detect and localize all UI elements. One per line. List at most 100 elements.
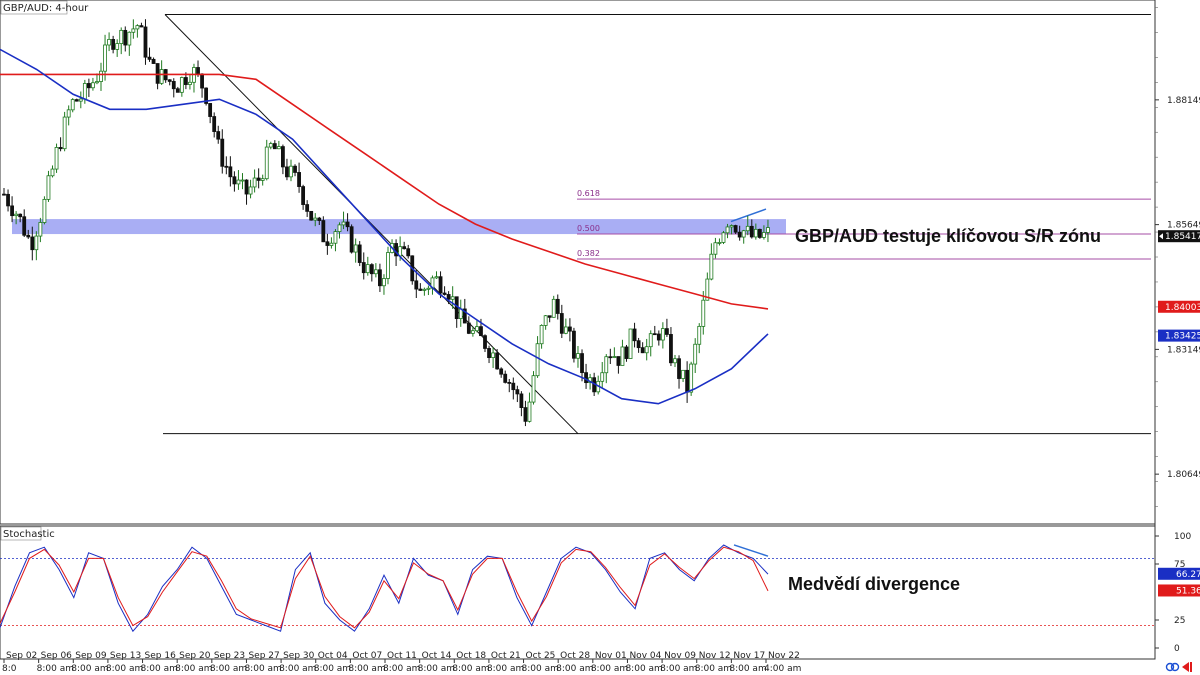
candle-body (466, 322, 471, 334)
candle-body (38, 222, 43, 237)
candle-body (236, 179, 241, 185)
candle-body (434, 276, 439, 279)
time-tick-label-sub: 8:00 am (418, 664, 455, 674)
time-tick-label: Sep 16 (145, 651, 177, 661)
candle-body (14, 213, 19, 217)
scroll-to-end-icon[interactable] (1182, 662, 1192, 672)
time-tick-label: Sep 20 (179, 651, 211, 661)
time-tick-label: Nov 01 (595, 651, 627, 661)
chart-title: GBP/AUD: 4-hour (3, 3, 89, 14)
candle-body (188, 81, 192, 85)
candle-body (438, 276, 443, 294)
candle-body (317, 217, 322, 221)
candle-body (681, 369, 685, 379)
candle-body (753, 228, 758, 238)
time-tick-label-sub: 8:00 am (71, 664, 108, 674)
candle-body (107, 39, 111, 46)
candle-body (749, 225, 754, 238)
candle-body (491, 352, 495, 358)
candle-body (70, 99, 75, 111)
candle-body (378, 269, 382, 287)
candle-body (91, 82, 95, 89)
candle-body (673, 358, 677, 364)
candle-body (305, 204, 310, 212)
blue-ma-badge: 1.83425 (1158, 329, 1200, 342)
candle-body (252, 177, 257, 188)
candle-body (248, 186, 253, 195)
candle-body (757, 228, 762, 238)
candle-body (725, 226, 730, 234)
stoch-badge-label: 66.27 (1176, 570, 1200, 580)
candle-body (179, 77, 184, 93)
candle-body (313, 217, 318, 221)
candle-body (507, 382, 512, 384)
candle-body (762, 232, 766, 238)
candle-body (297, 172, 301, 187)
time-tick-label-sub: 8:00 am (244, 664, 281, 674)
sync-icon[interactable] (1165, 662, 1180, 672)
price-tick-label: 1.88149 (1167, 96, 1200, 106)
time-tick-label: Nov 22 (768, 651, 800, 661)
candle-body (632, 328, 637, 342)
time-tick-label: Oct 28 (560, 651, 590, 661)
candle-body (559, 313, 564, 334)
candle-body (111, 39, 116, 50)
candle-body (572, 330, 576, 359)
candle-body (321, 220, 326, 243)
fib-level-label: 0.618 (577, 189, 600, 198)
current-price-badge: 1.85417 (1158, 230, 1200, 243)
time-tick-label: Sep 23 (214, 651, 245, 661)
candle-body (713, 242, 718, 255)
candle-body (487, 348, 491, 358)
candle-body (567, 326, 572, 332)
time-tick-label: Sep 13 (110, 651, 141, 661)
candle-body (151, 58, 156, 64)
candle-body (475, 326, 479, 332)
candle-body (539, 325, 544, 345)
candle-body (373, 269, 378, 275)
time-tick-label: Oct 07 (352, 651, 382, 661)
candle-body (640, 347, 645, 354)
candle-body (18, 213, 23, 218)
moving-average-line (0, 73, 769, 310)
candle-body (196, 67, 200, 75)
candle-body (22, 216, 27, 236)
candle-body (382, 278, 386, 287)
time-tick-label-sub: 8:00 am (556, 664, 593, 674)
candle-body (301, 186, 306, 205)
candle-body (62, 116, 67, 150)
time-tick-label-sub: 4:00 am (764, 664, 801, 674)
time-tick-label-sub: 8:00 am (141, 664, 178, 674)
candle-body (155, 63, 160, 84)
candle-body (733, 225, 738, 233)
candle-body (479, 326, 483, 337)
blue-ma-badge-bg (1158, 329, 1200, 342)
time-tick-label: Nov 04 (629, 651, 661, 661)
candle-body (119, 29, 124, 45)
candle-body (576, 353, 580, 359)
time-tick-label-sub: 8:00 am (348, 664, 385, 674)
red-ma-badge: 1.84003 (1158, 300, 1200, 313)
time-tick-label-sub: 8:00 am (279, 664, 316, 674)
candle-body (208, 103, 213, 117)
candle-body (50, 168, 55, 177)
candle-body (224, 165, 229, 168)
candle-body (402, 246, 407, 250)
time-tick-label-sub: 8:00 am (625, 664, 662, 674)
candle-body (422, 288, 427, 291)
candle-body (636, 340, 641, 349)
candle-body (741, 230, 746, 238)
candle-body (701, 299, 706, 327)
price-axis-area (1155, 0, 1200, 659)
candle-body (216, 131, 221, 140)
candle-body (418, 288, 423, 291)
candle-body (66, 109, 71, 118)
stoch-title: Stochastic (3, 529, 55, 540)
candle-body (232, 176, 237, 185)
candle-body (240, 179, 245, 182)
time-tick-label-sub: 8:00 am (37, 664, 74, 674)
time-tick-label: Sep 06 (41, 651, 73, 661)
stoch-badge-bg (1158, 584, 1200, 597)
candle-body (171, 81, 176, 90)
